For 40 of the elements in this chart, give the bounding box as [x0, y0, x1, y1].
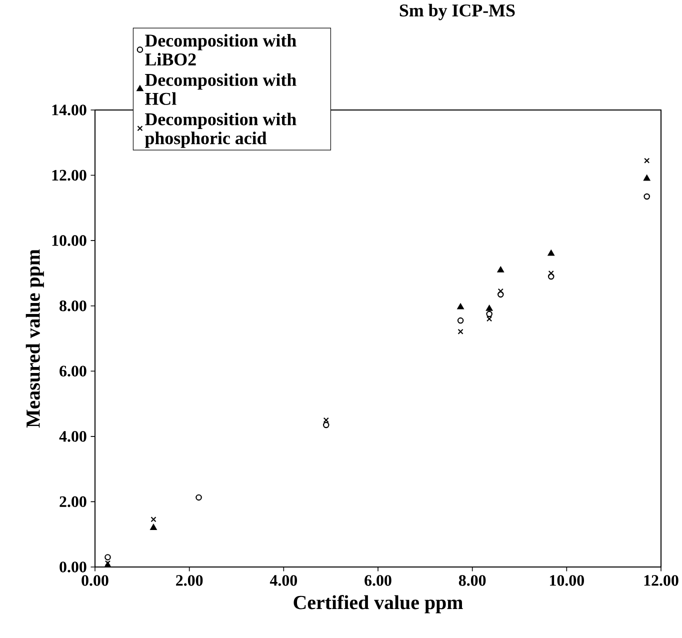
point: [548, 250, 554, 256]
point: [486, 310, 492, 318]
point: [486, 316, 492, 322]
point: [104, 554, 111, 560]
point: [196, 494, 202, 501]
legend-label: Decomposition with HCl: [145, 73, 296, 105]
point: [497, 291, 504, 298]
chart-title: Sm by ICP-MS: [400, 4, 515, 20]
x-axis-title: Certified value ppm: [294, 595, 463, 614]
x-tick-label: 12.00: [644, 575, 678, 586]
x-tick-label: 10.00: [550, 575, 584, 586]
y-tick-label: 0.00: [60, 562, 86, 572]
x-tick-label: 4.00: [270, 575, 298, 586]
x-tick-label: 0.00: [82, 575, 108, 586]
point: [150, 516, 156, 522]
y-axis-title: Measured value ppm: [26, 249, 44, 428]
point: [457, 303, 464, 310]
point: [644, 174, 650, 181]
y-tick-label: 6.00: [60, 366, 86, 377]
point: [497, 266, 504, 272]
point: [548, 270, 554, 276]
point: [457, 317, 464, 324]
x-tick-label: 6.00: [364, 575, 392, 586]
point: [644, 158, 650, 164]
point: [150, 524, 157, 530]
y-tick-label: 14.00: [52, 104, 86, 116]
legend-label: Decomposition with LiBO2: [145, 34, 296, 66]
point: [644, 193, 650, 200]
y-tick-label: 10.00: [52, 235, 86, 246]
point: [458, 328, 464, 334]
y-tick-label: 12.00: [52, 170, 86, 181]
legend-label: Decomposition with phosphoric acid: [144, 112, 296, 148]
y-tick-label: 4.00: [59, 431, 86, 442]
y-tick-label: 2.00: [60, 496, 86, 508]
point: [498, 288, 504, 294]
point: [548, 273, 554, 280]
x-tick-label: 8.00: [458, 575, 486, 586]
x-tick-label: 2.00: [176, 575, 203, 586]
y-tick-label: 8.00: [60, 300, 86, 312]
point: [486, 305, 493, 311]
